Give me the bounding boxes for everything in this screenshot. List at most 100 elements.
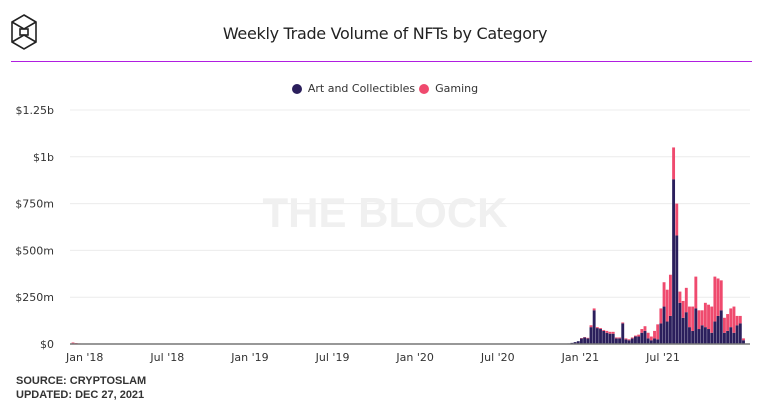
bar-art-and-collectibles[interactable]	[621, 323, 625, 344]
bar-gaming[interactable]	[602, 329, 606, 331]
bar-gaming[interactable]	[697, 310, 701, 330]
bar-gaming[interactable]	[595, 327, 599, 329]
bar-gaming[interactable]	[684, 287, 688, 313]
bar-art-and-collectibles[interactable]	[707, 329, 710, 344]
bar-art-and-collectibles[interactable]	[637, 336, 641, 344]
bar-art-and-collectibles[interactable]	[742, 340, 745, 344]
bar-gaming[interactable]	[729, 308, 733, 328]
bar-gaming[interactable]	[742, 338, 745, 341]
bar-art-and-collectibles[interactable]	[634, 336, 637, 344]
bar-art-and-collectibles[interactable]	[697, 329, 701, 344]
bar-gaming[interactable]	[640, 329, 644, 333]
bar-art-and-collectibles[interactable]	[672, 179, 676, 344]
bar-art-and-collectibles[interactable]	[691, 330, 695, 344]
bar-gaming[interactable]	[672, 147, 676, 180]
bar-gaming[interactable]	[611, 331, 615, 334]
bar-gaming[interactable]	[719, 280, 723, 311]
bar-gaming[interactable]	[678, 291, 682, 303]
bar-art-and-collectibles[interactable]	[735, 325, 739, 344]
bar-gaming[interactable]	[707, 304, 710, 330]
bar-gaming[interactable]	[599, 328, 602, 330]
bar-art-and-collectibles[interactable]	[630, 338, 634, 344]
bar-gaming[interactable]	[605, 330, 609, 333]
bar-art-and-collectibles[interactable]	[710, 332, 714, 344]
bar-art-and-collectibles[interactable]	[726, 330, 730, 344]
bar-art-and-collectibles[interactable]	[624, 339, 628, 344]
bar-gaming[interactable]	[643, 326, 647, 331]
bar-art-and-collectibles[interactable]	[675, 235, 679, 344]
bar-gaming[interactable]	[621, 322, 625, 324]
bar-gaming[interactable]	[694, 276, 698, 309]
bar-gaming[interactable]	[710, 306, 714, 333]
bar-art-and-collectibles[interactable]	[646, 338, 650, 344]
bar-gaming[interactable]	[726, 314, 730, 331]
bar-gaming[interactable]	[653, 330, 656, 339]
bar-gaming[interactable]	[722, 317, 726, 333]
bar-art-and-collectibles[interactable]	[649, 340, 653, 344]
bar-art-and-collectibles[interactable]	[595, 328, 599, 344]
bar-art-and-collectibles[interactable]	[640, 332, 644, 344]
bar-gaming[interactable]	[665, 289, 669, 322]
bar-gaming[interactable]	[646, 332, 650, 339]
bar-art-and-collectibles[interactable]	[580, 338, 583, 344]
bar-gaming[interactable]	[71, 342, 75, 344]
bar-gaming[interactable]	[716, 278, 720, 316]
bar-art-and-collectibles[interactable]	[602, 330, 606, 344]
bar-gaming[interactable]	[735, 315, 739, 326]
bar-art-and-collectibles[interactable]	[586, 338, 590, 344]
bar-art-and-collectibles[interactable]	[659, 323, 663, 344]
bar-art-and-collectibles[interactable]	[589, 327, 593, 344]
bar-art-and-collectibles[interactable]	[643, 330, 647, 344]
bar-art-and-collectibles[interactable]	[719, 310, 723, 344]
bar-art-and-collectibles[interactable]	[653, 338, 656, 344]
bar-gaming[interactable]	[738, 315, 742, 324]
bar-art-and-collectibles[interactable]	[688, 327, 691, 344]
bar-art-and-collectibles[interactable]	[678, 302, 682, 344]
bar-gaming[interactable]	[700, 310, 704, 326]
bar-art-and-collectibles[interactable]	[722, 332, 726, 344]
bar-art-and-collectibles[interactable]	[668, 315, 672, 344]
bar-art-and-collectibles[interactable]	[703, 327, 707, 344]
bar-gaming[interactable]	[649, 336, 653, 341]
bar-gaming[interactable]	[668, 274, 672, 316]
bar-gaming[interactable]	[659, 308, 663, 324]
bar-art-and-collectibles[interactable]	[732, 332, 736, 344]
bar-art-and-collectibles[interactable]	[700, 325, 704, 344]
bar-gaming[interactable]	[630, 337, 634, 339]
bar-art-and-collectibles[interactable]	[662, 306, 666, 344]
bar-art-and-collectibles[interactable]	[605, 332, 609, 344]
bar-gaming[interactable]	[627, 339, 631, 341]
bar-art-and-collectibles[interactable]	[665, 321, 669, 344]
bar-gaming[interactable]	[624, 338, 628, 340]
bar-gaming[interactable]	[656, 324, 660, 340]
bar-gaming[interactable]	[691, 306, 695, 331]
bar-gaming[interactable]	[608, 331, 612, 334]
bar-art-and-collectibles[interactable]	[608, 333, 612, 344]
bar-gaming[interactable]	[618, 337, 622, 339]
bar-gaming[interactable]	[592, 308, 596, 311]
bar-art-and-collectibles[interactable]	[684, 312, 688, 344]
bar-gaming[interactable]	[586, 337, 590, 339]
bar-gaming[interactable]	[732, 306, 736, 333]
bar-art-and-collectibles[interactable]	[729, 327, 733, 344]
bar-gaming[interactable]	[589, 325, 593, 328]
bar-art-and-collectibles[interactable]	[614, 338, 618, 344]
legend-item-gaming[interactable]: Gaming	[419, 82, 478, 95]
bar-gaming[interactable]	[713, 276, 717, 322]
bar-art-and-collectibles[interactable]	[599, 329, 602, 344]
bar-gaming[interactable]	[637, 334, 641, 337]
bar-gaming[interactable]	[662, 282, 666, 307]
bar-gaming[interactable]	[675, 203, 679, 236]
bar-art-and-collectibles[interactable]	[681, 317, 685, 344]
bar-art-and-collectibles[interactable]	[611, 333, 615, 344]
bar-gaming[interactable]	[681, 300, 685, 318]
bar-art-and-collectibles[interactable]	[576, 341, 580, 344]
bar-art-and-collectibles[interactable]	[656, 339, 660, 344]
bar-art-and-collectibles[interactable]	[573, 342, 577, 344]
bar-art-and-collectibles[interactable]	[627, 340, 631, 344]
bar-art-and-collectibles[interactable]	[716, 315, 720, 344]
bar-gaming[interactable]	[634, 335, 637, 337]
legend-item-art[interactable]: Art and Collectibles	[291, 82, 415, 95]
bar-art-and-collectibles[interactable]	[618, 338, 622, 344]
bar-art-and-collectibles[interactable]	[583, 337, 587, 344]
